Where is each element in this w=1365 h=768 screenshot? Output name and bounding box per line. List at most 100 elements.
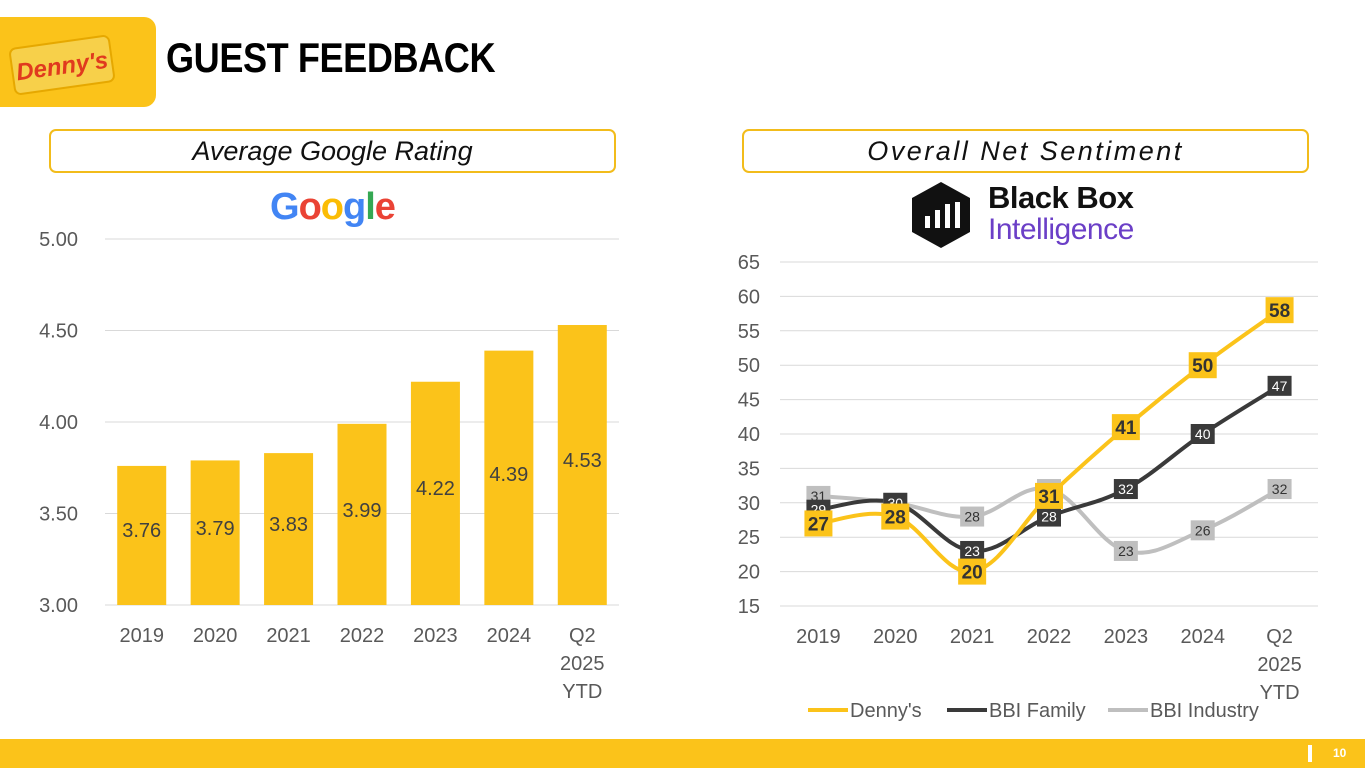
bar-x-tick-label: 2022 (340, 625, 385, 647)
line-x-tick-label: Q2 (1266, 626, 1293, 648)
google-logo-letter: o (298, 186, 322, 228)
series-point-label: 28 (885, 508, 906, 529)
line-y-tick-label: 55 (738, 321, 760, 343)
series-point-label: 26 (1195, 522, 1211, 538)
bar-value-label: 4.39 (489, 464, 528, 486)
bar-value-label: 4.53 (563, 450, 602, 472)
series-point-label-box (804, 510, 833, 537)
bar-x-tick-label: 2023 (413, 625, 458, 647)
bbi-logo-line2: Intelligence (988, 213, 1134, 246)
line-y-tick-label: 45 (738, 390, 760, 412)
series-point-label-box (1113, 540, 1138, 561)
series-point-label-box (1037, 506, 1061, 527)
series-point-label: 27 (808, 514, 829, 535)
bar-y-tick-label: 5.00 (39, 229, 78, 251)
google-logo-letter: o (320, 186, 344, 228)
bar (410, 381, 460, 605)
bar (264, 453, 314, 605)
series-point-label-box (1035, 482, 1063, 509)
page-title: GUEST FEEDBACK (166, 34, 496, 81)
series-point-label: 50 (1192, 356, 1213, 377)
series-point-label: 23 (1118, 543, 1134, 559)
google-rating-bar-chart: 3.00 3.50 4.00 4.50 5.00 3.76 2019 3.79 2020 3.83… (39, 229, 619, 703)
line-y-tick-label: 20 (738, 562, 760, 584)
series-point-label-box (958, 558, 987, 585)
bar-x-tick-label: 2021 (266, 625, 311, 647)
google-logo: Google (270, 186, 396, 229)
line-x-tick-label: 2020 (873, 626, 918, 648)
line-y-tick-label: 50 (738, 355, 760, 377)
line-x-tick-label: 2024 (1180, 626, 1225, 648)
series-point-label-box (881, 503, 910, 530)
bar (557, 325, 607, 605)
bar (190, 460, 240, 605)
bar (337, 423, 387, 605)
bbi-logo-line1: Black Box (988, 180, 1134, 215)
brand-logo-box: Denny's (0, 17, 156, 107)
google-logo-letter: G (270, 186, 300, 228)
google-logo-letter: l (365, 186, 376, 228)
series-point-label-box (1265, 297, 1294, 324)
line-y-tick-label: 60 (738, 286, 760, 308)
bar-x-tick-label: 2020 (193, 625, 238, 647)
dennys-logo: Denny's (9, 35, 115, 95)
series-point-label-box (1190, 424, 1215, 444)
series-point-label: 20 (962, 563, 983, 584)
bar-value-label: 3.76 (122, 520, 161, 542)
bar-value-label: 3.99 (343, 500, 382, 522)
line-y-tick-label: 65 (738, 252, 760, 274)
series-point-label-box (1188, 352, 1217, 379)
series-point-label-box (1267, 479, 1292, 500)
series-point-label: 31 (1038, 487, 1060, 508)
series-point-label-box (1111, 414, 1140, 441)
bar-y-tick-label: 4.50 (39, 321, 78, 343)
series-point-label-box (960, 506, 985, 527)
series-point-label-box (1267, 375, 1292, 396)
series-point-label: 32 (1272, 481, 1288, 497)
series-point-label: 28 (964, 509, 980, 525)
black-box-intelligence-logo: Black Box Intelligence (908, 180, 1148, 250)
google-logo-letter: e (374, 186, 396, 228)
black-box-logo-icon (912, 182, 970, 248)
net-sentiment-title: Overall Net Sentiment (742, 129, 1309, 173)
legend-label: Denny's (850, 700, 922, 722)
google-rating-title: Average Google Rating (49, 129, 616, 173)
footer-bar (0, 739, 1365, 768)
bar-x-tick-label: 2019 (119, 625, 164, 647)
bar-x-tick-label: 2025 (560, 653, 605, 675)
bar-y-tick-label: 3.00 (39, 595, 78, 617)
series-point-label-box (960, 540, 985, 561)
line-x-tick-label: 2025 (1257, 654, 1302, 676)
series-point-label: 32 (1118, 481, 1134, 497)
series-point-label: 58 (1269, 301, 1290, 322)
series-point-label: 28 (1041, 509, 1057, 525)
google-logo-letter: g (343, 186, 366, 228)
series-point-label-box (1190, 520, 1215, 541)
series-point-label: 40 (1195, 426, 1211, 442)
line-y-tick-label: 25 (738, 527, 760, 549)
series-point-label-box (1113, 479, 1138, 500)
bar-x-tick-label: 2024 (487, 625, 532, 647)
bar (117, 465, 167, 605)
series-point-label: 23 (964, 543, 980, 559)
bar-value-label: 4.22 (416, 478, 455, 500)
line-y-tick-label: 35 (738, 458, 760, 480)
line-x-tick-label: 2019 (796, 626, 841, 648)
page-number: 10 (1333, 746, 1347, 760)
line-y-tick-label: 40 (738, 424, 760, 446)
page-marker (1308, 745, 1312, 762)
legend-label: BBI Family (989, 700, 1086, 722)
bar-x-tick-label: Q2 (569, 625, 596, 647)
bar-y-tick-label: 4.00 (39, 412, 78, 434)
line-x-tick-label: 2023 (1104, 626, 1149, 648)
bar-y-tick-label: 3.50 (39, 504, 78, 526)
line-y-tick-label: 30 (738, 493, 760, 515)
series-point-label: 41 (1115, 418, 1137, 439)
series-point-label: 47 (1272, 378, 1288, 394)
bar (484, 350, 534, 605)
line-x-tick-label: 2021 (950, 626, 995, 648)
legend-label: BBI Industry (1150, 700, 1259, 722)
line-y-tick-label: 15 (738, 596, 760, 618)
bar-value-label: 3.83 (269, 514, 308, 536)
